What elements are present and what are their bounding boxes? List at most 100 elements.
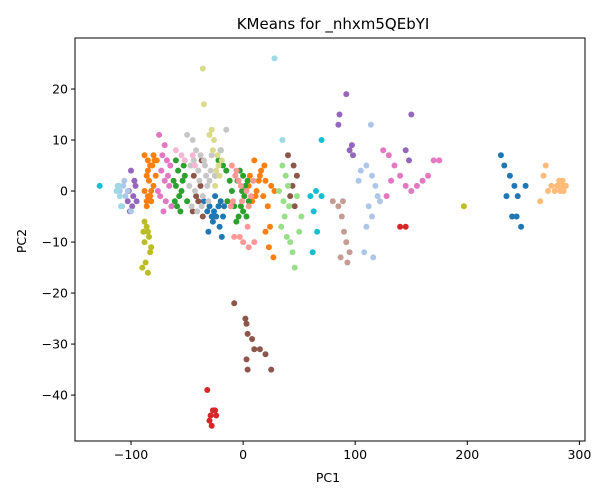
data-point (147, 249, 154, 256)
data-point (209, 147, 216, 154)
data-point (143, 198, 150, 205)
data-point (503, 193, 510, 200)
data-point (194, 208, 201, 215)
data-point (143, 172, 150, 179)
data-point (249, 336, 256, 342)
data-point (363, 162, 370, 169)
data-point (165, 172, 171, 179)
data-point (118, 203, 124, 210)
data-point (296, 228, 303, 235)
data-point (293, 172, 300, 179)
data-point (307, 193, 314, 200)
data-point (162, 198, 169, 205)
data-point (548, 182, 555, 189)
data-point (216, 172, 223, 179)
data-point (163, 157, 170, 164)
data-point (221, 203, 228, 210)
data-point (166, 182, 173, 189)
data-point (142, 259, 149, 266)
data-point (133, 198, 140, 205)
data-point (224, 198, 231, 205)
data-point (256, 346, 263, 353)
data-point (205, 228, 212, 235)
data-point (298, 213, 305, 220)
data-point (181, 157, 188, 164)
data-point (198, 203, 205, 210)
data-point (561, 182, 568, 189)
data-point (559, 177, 566, 184)
data-point (148, 244, 155, 251)
y-axis-label: PC2 (14, 229, 29, 253)
data-point (239, 188, 245, 194)
data-point (313, 188, 319, 194)
data-point (245, 244, 252, 251)
data-point (425, 172, 432, 179)
data-point (157, 193, 164, 200)
data-point (130, 193, 137, 200)
data-point (144, 269, 151, 276)
data-point (369, 213, 375, 220)
data-point (413, 182, 420, 189)
data-point (213, 412, 220, 419)
x-axis-label: PC1 (316, 470, 340, 485)
data-point (265, 244, 272, 251)
data-point (237, 203, 244, 210)
data-point (370, 254, 377, 261)
data-point (188, 203, 195, 210)
data-point (287, 193, 294, 200)
data-point (230, 198, 236, 205)
data-point (121, 177, 128, 184)
data-point (150, 182, 157, 189)
data-point (120, 182, 127, 189)
y-tick-label: −40 (42, 388, 68, 403)
data-point (231, 300, 238, 307)
data-point (522, 182, 529, 189)
data-point (310, 208, 317, 215)
data-point (128, 208, 134, 215)
data-point (208, 126, 215, 133)
data-point (174, 203, 180, 210)
data-point (200, 157, 207, 164)
data-point (241, 193, 248, 200)
data-point (115, 182, 122, 189)
data-point (281, 213, 288, 220)
data-point (205, 198, 212, 205)
data-point (172, 182, 179, 189)
data-point (197, 152, 204, 159)
x-tick-label: −100 (114, 447, 148, 462)
data-point (122, 193, 129, 200)
data-point (180, 162, 187, 169)
x-tick-label: 200 (455, 447, 479, 462)
data-point (253, 188, 260, 194)
data-point (227, 203, 234, 210)
data-point (346, 147, 353, 154)
data-point (207, 167, 214, 174)
points-layer (96, 55, 569, 429)
data-point (217, 198, 224, 205)
x-tick-label: 100 (343, 447, 367, 462)
data-point (167, 162, 174, 169)
data-point (343, 91, 350, 98)
data-point (212, 193, 219, 200)
data-point (149, 162, 156, 169)
data-point (199, 65, 206, 72)
data-point (245, 198, 252, 205)
data-point (318, 137, 325, 143)
data-point (251, 239, 258, 246)
data-point (223, 126, 230, 133)
data-point (406, 157, 412, 164)
data-point (211, 208, 217, 215)
data-point (141, 188, 148, 194)
data-point (129, 203, 136, 210)
data-point (200, 198, 207, 205)
data-point (513, 213, 520, 220)
data-point (240, 208, 247, 215)
data-point (124, 188, 131, 194)
data-point (408, 188, 415, 194)
data-point (235, 177, 242, 184)
data-point (228, 188, 235, 194)
data-point (207, 412, 214, 419)
data-point (204, 208, 211, 215)
data-point (293, 193, 300, 200)
data-point (116, 193, 123, 200)
